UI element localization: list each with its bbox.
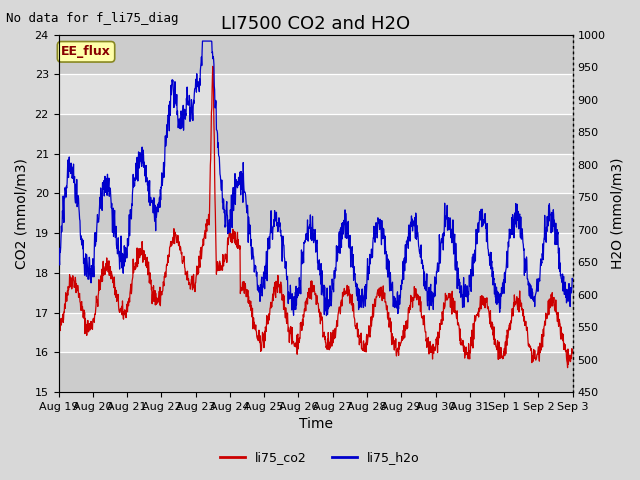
Legend: li75_co2, li75_h2o: li75_co2, li75_h2o xyxy=(215,446,425,469)
li75_h2o xyxy=(54,257,62,263)
li75_co2 xyxy=(564,365,572,371)
li75_h2o xyxy=(169,77,177,83)
li75_co2 xyxy=(463,351,470,357)
li75_co2 xyxy=(209,63,217,69)
Y-axis label: H2O (mmol/m3): H2O (mmol/m3) xyxy=(611,157,625,269)
li75_h2o xyxy=(157,187,164,192)
Text: No data for f_li75_diag: No data for f_li75_diag xyxy=(6,12,179,25)
Line: li75_co2: li75_co2 xyxy=(58,66,573,368)
li75_co2 xyxy=(169,238,177,243)
Text: EE_flux: EE_flux xyxy=(61,45,111,58)
li75_h2o xyxy=(569,277,577,283)
li75_h2o xyxy=(396,301,404,307)
li75_co2 xyxy=(157,303,164,309)
li75_h2o xyxy=(323,313,330,319)
X-axis label: Time: Time xyxy=(298,418,333,432)
Y-axis label: CO2 (mmol/m3): CO2 (mmol/m3) xyxy=(15,158,29,269)
li75_co2 xyxy=(508,307,516,312)
li75_co2 xyxy=(569,348,577,354)
Bar xyxy=(58,74,573,114)
li75_co2 xyxy=(227,239,234,244)
Bar xyxy=(58,193,573,233)
Bar xyxy=(58,312,573,352)
Bar xyxy=(58,233,573,273)
Line: li75_h2o: li75_h2o xyxy=(58,41,573,316)
Bar xyxy=(58,154,573,193)
li75_co2 xyxy=(396,346,403,352)
li75_h2o xyxy=(508,231,516,237)
Bar xyxy=(58,35,573,74)
Bar xyxy=(58,273,573,312)
li75_h2o xyxy=(227,220,234,226)
li75_h2o xyxy=(463,283,470,289)
Bar xyxy=(58,114,573,154)
Bar xyxy=(58,352,573,392)
li75_h2o xyxy=(198,38,206,44)
li75_co2 xyxy=(54,330,62,336)
Title: LI7500 CO2 and H2O: LI7500 CO2 and H2O xyxy=(221,15,410,33)
